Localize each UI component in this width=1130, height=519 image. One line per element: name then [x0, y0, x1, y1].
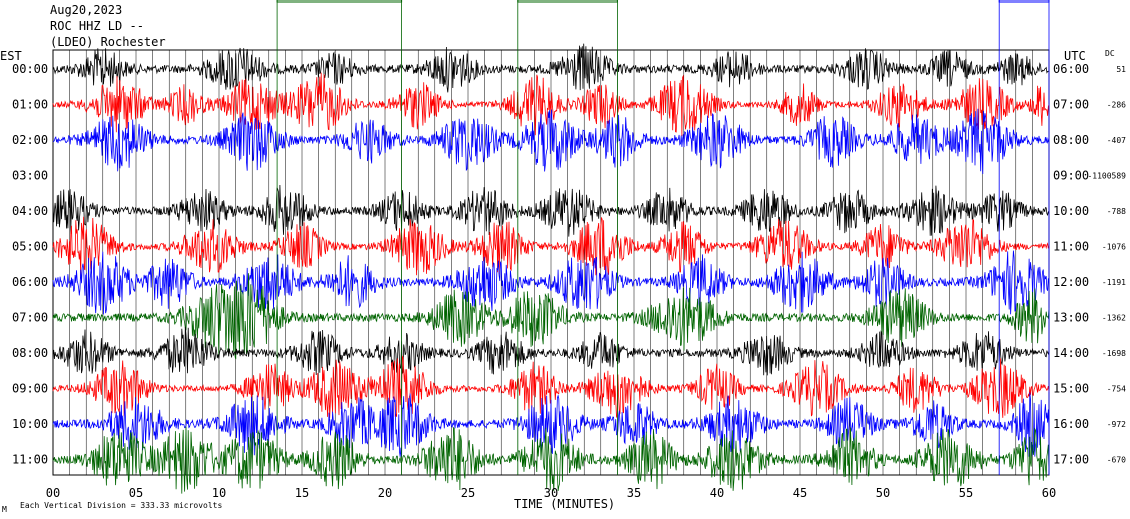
offscale-cap: [998, 0, 1050, 3]
dc-value: -1362: [1102, 314, 1126, 323]
trace-row-9: [52, 355, 1050, 418]
trace-row-5: [52, 216, 1050, 276]
x-tick-label: 20: [378, 486, 392, 500]
header-network: (LDEO) Rochester: [50, 35, 166, 49]
dc-value: -1698: [1102, 349, 1126, 358]
header-date: Aug20,2023: [50, 3, 122, 17]
utc-label: 14:00: [1053, 346, 1089, 360]
x-tick-label: 55: [959, 486, 973, 500]
dc-value: -1076: [1102, 243, 1126, 252]
dc-value: -1191: [1102, 278, 1126, 287]
trace-row-11: [52, 426, 1050, 494]
dc-value: -972: [1107, 420, 1126, 429]
x-tick-label: 15: [295, 486, 309, 500]
x-tick-label: 30: [544, 486, 558, 500]
trace-row-6: [52, 250, 1050, 315]
est-label: 03:00: [12, 169, 48, 183]
trace-row-10: [52, 392, 1050, 458]
x-tick-label: 45: [793, 486, 807, 500]
dc-value: -754: [1107, 385, 1126, 394]
x-tick-label: 60: [1042, 486, 1056, 500]
trace-row-0: [52, 43, 1050, 93]
seismic-traces: [52, 43, 1050, 494]
est-label: 04:00: [12, 204, 48, 218]
left-axis-title: EST: [0, 49, 22, 63]
x-tick-label: 05: [129, 486, 143, 500]
x-tick-label: 00: [46, 486, 60, 500]
row-labels: 00:00 06:00 51 01:00 07:00 -286 02:00 08:00 -407…: [12, 62, 1126, 467]
est-label: 07:00: [12, 311, 48, 325]
utc-label: 06:00: [1053, 62, 1089, 76]
est-label: 01:00: [12, 98, 48, 112]
est-label: 02:00: [12, 133, 48, 147]
utc-label: 16:00: [1053, 417, 1089, 431]
utc-label: 10:00: [1053, 204, 1089, 218]
x-tick-label: 40: [710, 486, 724, 500]
offscale-cap: [276, 0, 403, 3]
utc-label: 13:00: [1053, 311, 1089, 325]
x-tick-label: 35: [627, 486, 641, 500]
corner-mark: M: [2, 505, 7, 514]
dc-value: -407: [1107, 136, 1126, 145]
est-label: 00:00: [12, 62, 48, 76]
utc-label: 08:00: [1053, 133, 1089, 147]
est-label: 08:00: [12, 346, 48, 360]
header-station: ROC HHZ LD --: [50, 19, 144, 33]
utc-label: 17:00: [1053, 453, 1089, 467]
est-label: 10:00: [12, 417, 48, 431]
dc-value: -670: [1107, 456, 1126, 465]
right-axis-title: UTC: [1064, 49, 1086, 63]
trace-row-7: [52, 273, 1050, 360]
trace-row-4: [52, 184, 1050, 237]
est-label: 06:00: [12, 275, 48, 289]
utc-label: 15:00: [1053, 382, 1089, 396]
scale-note: Each Vertical Division = 333.33 microvol…: [20, 501, 222, 510]
est-label: 09:00: [12, 382, 48, 396]
trace-row-8: [52, 326, 1050, 376]
x-axis-title: TIME (MINUTES): [514, 497, 615, 511]
utc-label: 12:00: [1053, 275, 1089, 289]
offscale-cap: [517, 0, 618, 3]
x-tick-label: 25: [461, 486, 475, 500]
offscale-marks: [276, 0, 1050, 475]
dc-value: -1100589: [1087, 172, 1126, 181]
x-tick-label: 50: [876, 486, 890, 500]
dc-value: -788: [1107, 207, 1126, 216]
est-label: 11:00: [12, 453, 48, 467]
x-tick-labels: 00 05 10 15 20 25 30 35 40 45 50 55 60: [46, 486, 1056, 500]
x-tick-label: 10: [212, 486, 226, 500]
utc-label: 07:00: [1053, 98, 1089, 112]
dc-value: 51: [1116, 65, 1126, 74]
utc-label: 11:00: [1053, 240, 1089, 254]
utc-label: 09:00: [1053, 169, 1089, 183]
trace-row-2: [52, 108, 1050, 175]
est-label: 05:00: [12, 240, 48, 254]
dc-header: DC: [1105, 49, 1115, 58]
dc-value: -286: [1107, 101, 1126, 110]
